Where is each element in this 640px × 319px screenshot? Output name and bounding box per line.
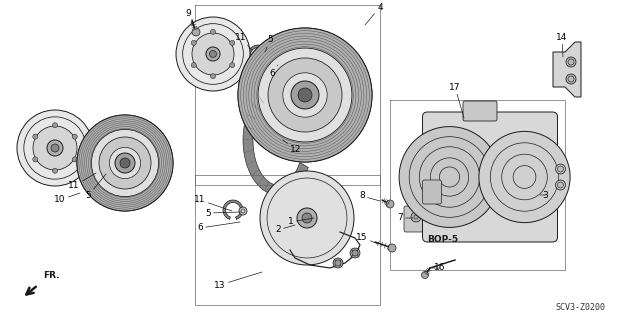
Circle shape — [17, 110, 93, 186]
Circle shape — [191, 41, 196, 45]
Circle shape — [47, 140, 63, 156]
Circle shape — [211, 74, 216, 79]
Text: SCV3-Z0200: SCV3-Z0200 — [555, 303, 605, 313]
Circle shape — [260, 171, 354, 265]
Text: 11: 11 — [195, 196, 232, 211]
Circle shape — [297, 208, 317, 228]
Circle shape — [92, 130, 159, 197]
Text: 6: 6 — [197, 222, 240, 233]
Text: 4: 4 — [365, 3, 383, 25]
Text: 6: 6 — [269, 65, 278, 78]
Circle shape — [209, 50, 216, 57]
Text: 12: 12 — [283, 140, 301, 154]
Polygon shape — [243, 90, 308, 195]
Text: 9: 9 — [185, 10, 194, 28]
Polygon shape — [248, 45, 268, 64]
Text: 5: 5 — [265, 35, 273, 52]
Polygon shape — [223, 200, 243, 219]
Text: 5: 5 — [205, 209, 241, 218]
Text: 16: 16 — [432, 263, 445, 272]
Polygon shape — [89, 161, 107, 178]
Circle shape — [411, 212, 421, 222]
Text: 17: 17 — [449, 83, 464, 118]
Ellipse shape — [295, 188, 319, 220]
Circle shape — [33, 157, 38, 162]
Circle shape — [465, 125, 474, 135]
Text: 14: 14 — [556, 33, 568, 57]
Circle shape — [268, 58, 342, 132]
Circle shape — [298, 88, 312, 102]
Circle shape — [388, 244, 396, 252]
Circle shape — [211, 29, 216, 34]
Circle shape — [566, 57, 576, 67]
Circle shape — [291, 81, 319, 109]
Circle shape — [566, 74, 576, 84]
Text: 1: 1 — [288, 218, 314, 226]
Circle shape — [51, 144, 59, 152]
Circle shape — [302, 213, 312, 223]
Circle shape — [239, 207, 247, 215]
Circle shape — [238, 28, 372, 162]
Circle shape — [333, 258, 343, 268]
Text: 2: 2 — [275, 225, 295, 234]
Text: FR.: FR. — [43, 271, 60, 280]
Circle shape — [72, 157, 77, 162]
Circle shape — [192, 33, 234, 75]
Text: 7: 7 — [397, 213, 413, 222]
Polygon shape — [553, 42, 581, 97]
Circle shape — [230, 41, 235, 45]
Text: 11: 11 — [68, 173, 96, 190]
FancyBboxPatch shape — [463, 101, 497, 121]
Circle shape — [206, 47, 220, 61]
Text: 8: 8 — [359, 191, 380, 201]
Circle shape — [350, 248, 360, 258]
Circle shape — [191, 63, 196, 68]
Circle shape — [52, 168, 58, 173]
Text: BOP-5: BOP-5 — [428, 235, 459, 244]
Circle shape — [115, 153, 135, 173]
Text: 15: 15 — [356, 233, 378, 244]
Circle shape — [230, 63, 235, 68]
Text: 5: 5 — [85, 174, 106, 201]
Circle shape — [263, 51, 271, 59]
Circle shape — [556, 164, 566, 174]
Circle shape — [192, 28, 200, 36]
Circle shape — [77, 115, 173, 211]
FancyBboxPatch shape — [422, 112, 557, 242]
Circle shape — [99, 137, 151, 189]
Circle shape — [386, 200, 394, 208]
Circle shape — [72, 134, 77, 139]
Circle shape — [283, 73, 327, 117]
Circle shape — [176, 17, 250, 91]
Circle shape — [422, 271, 429, 278]
Circle shape — [77, 115, 173, 211]
Circle shape — [109, 147, 141, 179]
Circle shape — [52, 123, 58, 128]
Circle shape — [33, 134, 38, 139]
Text: 11: 11 — [236, 33, 252, 50]
Text: 13: 13 — [214, 272, 262, 290]
FancyBboxPatch shape — [422, 180, 442, 204]
Circle shape — [33, 126, 77, 170]
Circle shape — [479, 131, 570, 223]
Circle shape — [103, 169, 111, 177]
Text: 3: 3 — [540, 190, 548, 199]
Circle shape — [258, 48, 352, 142]
Circle shape — [399, 127, 500, 227]
Text: 10: 10 — [54, 193, 80, 204]
FancyBboxPatch shape — [404, 206, 428, 232]
Circle shape — [238, 28, 372, 162]
Polygon shape — [268, 53, 288, 72]
Circle shape — [556, 180, 566, 190]
Circle shape — [120, 158, 130, 168]
